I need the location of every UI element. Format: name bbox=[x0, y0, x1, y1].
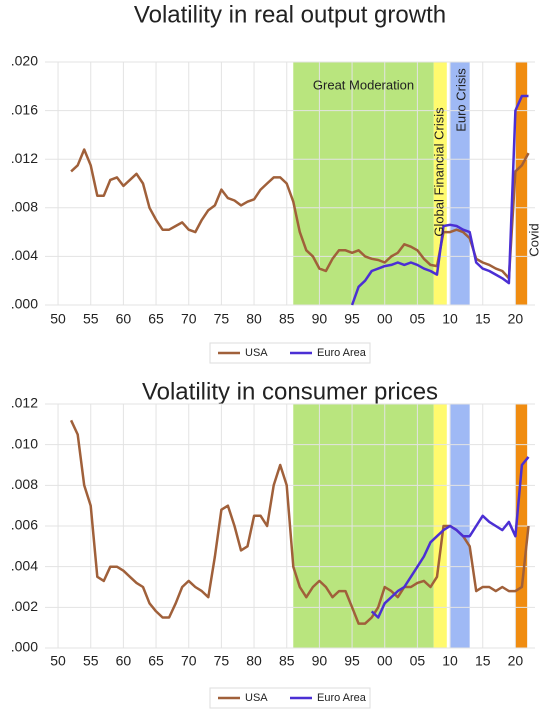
x-tick-label: 65 bbox=[148, 311, 164, 327]
y-tick-label: .012 bbox=[11, 150, 38, 166]
x-tick-label: 95 bbox=[344, 653, 360, 669]
x-tick-label: 65 bbox=[148, 653, 164, 669]
period-label: Euro Crisis bbox=[453, 68, 468, 132]
x-tick-label: 55 bbox=[83, 653, 99, 669]
x-tick-label: 10 bbox=[442, 653, 458, 669]
period-band bbox=[515, 62, 528, 305]
x-tick-label: 50 bbox=[50, 653, 66, 669]
series-line bbox=[70, 148, 530, 280]
x-tick-label: 50 bbox=[50, 311, 66, 327]
legend-label: Euro Area bbox=[317, 692, 367, 704]
legend-label: USA bbox=[245, 347, 268, 359]
x-tick-label: 85 bbox=[279, 653, 295, 669]
x-tick-label: 60 bbox=[116, 311, 132, 327]
series-line bbox=[370, 456, 530, 619]
x-tick-label: 55 bbox=[83, 311, 99, 327]
x-tick-label: 80 bbox=[246, 653, 262, 669]
x-tick-label: 85 bbox=[279, 311, 295, 327]
y-tick-label: .016 bbox=[11, 101, 38, 117]
x-tick-label: 70 bbox=[181, 311, 197, 327]
y-tick-label: .008 bbox=[11, 476, 38, 492]
period-band bbox=[293, 62, 434, 305]
chart-title: Volatility in consumer prices bbox=[142, 378, 438, 405]
x-tick-label: 00 bbox=[377, 311, 393, 327]
period-label: Global Financial Crisis bbox=[432, 107, 447, 237]
legend: USA Euro Area bbox=[209, 687, 371, 709]
y-tick-label: .002 bbox=[11, 598, 38, 614]
y-tick-label: .012 bbox=[11, 395, 38, 411]
x-tick-label: 20 bbox=[508, 311, 524, 327]
x-tick-label: 20 bbox=[508, 653, 524, 669]
legend-label: Euro Area bbox=[317, 347, 367, 359]
x-tick-label: 80 bbox=[246, 311, 262, 327]
period-band bbox=[450, 62, 470, 305]
x-tick-label: 75 bbox=[214, 311, 230, 327]
y-tick-label: .000 bbox=[11, 639, 38, 655]
series-line bbox=[350, 94, 529, 306]
y-tick-label: .004 bbox=[11, 557, 38, 573]
period-band bbox=[433, 62, 447, 305]
x-tick-label: 60 bbox=[116, 653, 132, 669]
y-tick-label: .006 bbox=[11, 517, 38, 533]
y-tick-label: .004 bbox=[11, 247, 38, 263]
y-tick-label: .008 bbox=[11, 199, 38, 215]
x-tick-label: 15 bbox=[475, 311, 491, 327]
x-tick-label: 00 bbox=[377, 653, 393, 669]
chart-title: Volatility in real output growth bbox=[134, 1, 446, 28]
period-label: Great Moderation bbox=[313, 77, 414, 92]
legend-label: USA bbox=[245, 692, 268, 704]
y-tick-label: .010 bbox=[11, 435, 38, 451]
legend: USA Euro Area bbox=[209, 342, 371, 364]
x-tick-label: 05 bbox=[410, 311, 426, 327]
y-tick-label: .000 bbox=[11, 296, 38, 312]
period-label: Covid bbox=[527, 223, 542, 256]
x-tick-label: 05 bbox=[410, 653, 426, 669]
x-tick-label: 90 bbox=[312, 653, 328, 669]
x-tick-label: 15 bbox=[475, 653, 491, 669]
y-tick-label: .020 bbox=[11, 53, 38, 69]
x-tick-label: 75 bbox=[214, 653, 230, 669]
x-tick-label: 90 bbox=[312, 311, 328, 327]
x-tick-label: 95 bbox=[344, 311, 360, 327]
x-tick-label: 70 bbox=[181, 653, 197, 669]
x-tick-label: 10 bbox=[442, 311, 458, 327]
